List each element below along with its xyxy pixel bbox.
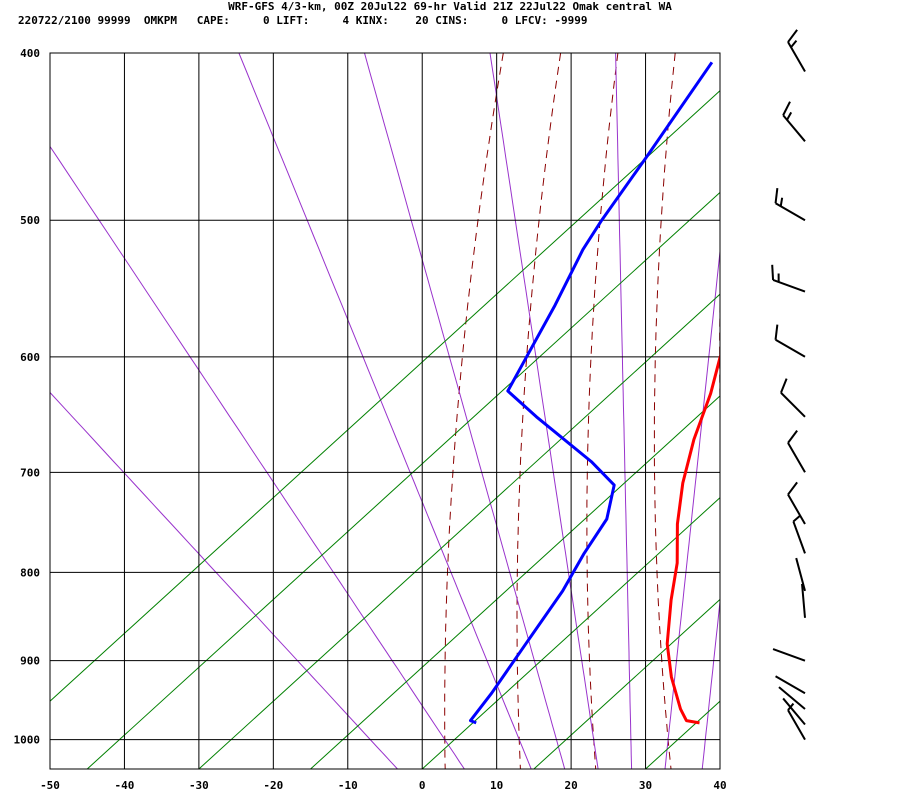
barb-staff xyxy=(780,392,806,418)
dewpoint-profile xyxy=(469,61,714,725)
barb-half-flag xyxy=(790,40,798,48)
barb-flag xyxy=(771,264,775,281)
wind-barb xyxy=(771,264,806,293)
mixing-ratio-line xyxy=(421,497,720,769)
mixing-ratio-line xyxy=(310,395,720,769)
barb-flag xyxy=(787,29,798,43)
y-tick-label: 900 xyxy=(20,655,40,668)
mixing-ratio-line xyxy=(869,0,900,769)
x-tick-label: 10 xyxy=(490,779,503,792)
dry-adiabat xyxy=(444,53,504,769)
barb-staff xyxy=(787,709,806,741)
x-tick-label: 20 xyxy=(564,779,577,792)
y-tick-label: 400 xyxy=(20,47,40,60)
wind-barbs xyxy=(771,29,806,741)
barb-flag xyxy=(780,378,788,394)
x-tick-label: -20 xyxy=(263,779,283,792)
x-tick-label: -50 xyxy=(40,779,60,792)
mixing-ratio-line xyxy=(645,700,720,769)
wind-barb xyxy=(787,29,806,72)
moist-adiabat xyxy=(238,53,532,769)
barb-half-flag xyxy=(787,702,795,711)
wind-barb xyxy=(774,324,806,358)
barb-flag xyxy=(774,187,779,204)
x-tick-label: -10 xyxy=(338,779,358,792)
barb-staff xyxy=(772,648,806,662)
barb-staff xyxy=(782,697,806,726)
y-tick-label: 1000 xyxy=(14,734,41,747)
wind-barb xyxy=(775,675,806,695)
y-tick-label: 500 xyxy=(20,214,40,227)
y-tick-label: 800 xyxy=(20,566,40,579)
x-tick-label: -30 xyxy=(189,779,209,792)
barb-staff xyxy=(775,675,806,695)
moist-adiabat xyxy=(615,53,633,769)
barb-staff xyxy=(787,494,806,525)
moist-adiabat xyxy=(50,391,398,769)
x-tick-label: 30 xyxy=(639,779,652,792)
sounding-stats: 220722/2100 99999 OMKPM CAPE: 0 LIFT: 4 … xyxy=(18,14,588,27)
barb-staff xyxy=(801,583,806,618)
x-tick-label: 0 xyxy=(419,779,426,792)
wind-barb xyxy=(772,648,806,662)
barb-half-flag xyxy=(779,197,784,207)
wind-barb xyxy=(778,686,806,710)
moist-adiabat xyxy=(364,53,566,769)
mixing-ratio-line xyxy=(86,191,720,769)
barb-staff xyxy=(775,338,806,358)
x-tick-label: 40 xyxy=(713,779,726,792)
axis-labels: -50 -40 -30 -20 -10 0 10 20 30 40 400 500 600 700 800 9… xyxy=(14,47,727,792)
dry-adiabat xyxy=(783,53,822,769)
barb-flag xyxy=(774,324,779,340)
x-tick-label: -40 xyxy=(115,779,135,792)
wind-barb xyxy=(780,378,806,418)
dry-adiabat xyxy=(586,53,619,769)
dry-adiabat xyxy=(653,53,676,769)
barb-staff xyxy=(787,442,806,473)
plot-frame xyxy=(49,52,721,770)
chart-title: WRF-GFS 4/3-km, 00Z 20Jul22 69-hr Valid … xyxy=(228,0,672,13)
wind-barb xyxy=(787,430,806,473)
dry-adiabat xyxy=(844,53,897,769)
barb-flag xyxy=(787,481,798,496)
wind-barb xyxy=(782,101,806,142)
barb-flag xyxy=(782,101,791,116)
barb-half-flag xyxy=(792,515,801,523)
barb-half-flag xyxy=(786,111,793,121)
barb-staff xyxy=(795,557,806,592)
barb-flag xyxy=(787,430,798,444)
barb-half-flag xyxy=(777,273,780,283)
wind-barb xyxy=(795,557,806,592)
wind-barb xyxy=(792,515,806,554)
mixing-ratio-line xyxy=(198,293,720,769)
mixing-ratio-line xyxy=(533,598,720,769)
moist-adiabat xyxy=(50,145,465,769)
barb-staff xyxy=(792,521,806,554)
mixing-ratio-line xyxy=(50,90,720,702)
dry-adiabat xyxy=(719,277,720,429)
barb-staff xyxy=(778,686,806,710)
grid xyxy=(50,53,720,769)
y-tick-label: 600 xyxy=(20,351,40,364)
y-tick-label: 700 xyxy=(20,466,40,479)
profiles xyxy=(469,61,720,725)
thermo-background xyxy=(50,0,900,769)
mixing-ratio-line xyxy=(757,0,900,769)
wind-barb xyxy=(787,702,806,741)
moist-adiabat xyxy=(489,53,599,769)
wind-barb xyxy=(774,187,806,222)
dry-adiabat xyxy=(516,53,562,769)
wind-barb xyxy=(801,583,806,618)
moist-adiabat xyxy=(701,597,720,769)
wind-barb xyxy=(787,481,806,525)
temperature-profile xyxy=(665,352,720,725)
wind-barb xyxy=(782,697,806,726)
